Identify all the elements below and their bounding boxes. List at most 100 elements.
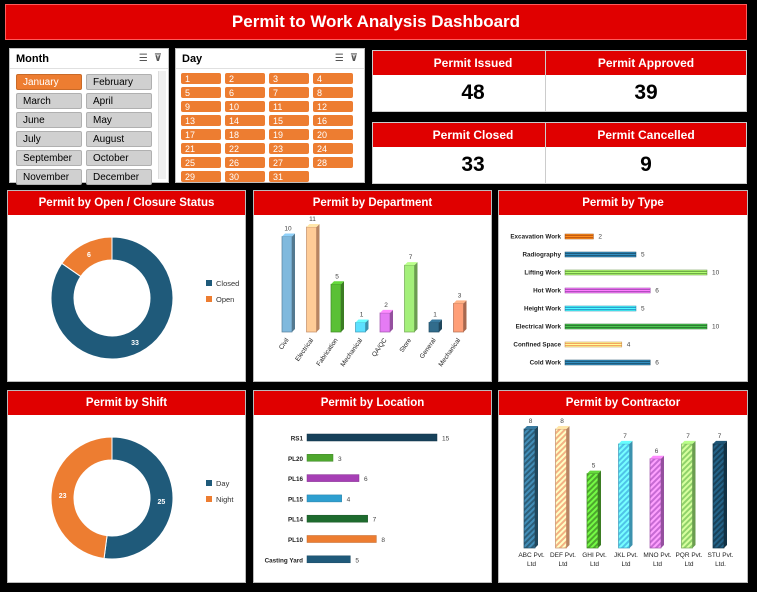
tick-label: Lifting Work	[524, 270, 561, 277]
data-label: 33	[131, 340, 139, 347]
day-option[interactable]: 19	[269, 129, 309, 140]
day-option[interactable]: 15	[269, 115, 309, 126]
bar-top	[650, 455, 664, 459]
bar	[564, 251, 637, 258]
data-label: 23	[59, 493, 67, 500]
data-label: 6	[364, 476, 368, 483]
tick-label: QA/QC	[371, 337, 389, 358]
month-option[interactable]: May	[86, 112, 152, 128]
day-option[interactable]: 21	[181, 143, 221, 154]
month-option[interactable]: March	[16, 93, 82, 109]
legend-swatch	[206, 280, 212, 286]
bar	[306, 433, 438, 442]
day-option[interactable]: 26	[225, 157, 265, 168]
day-option[interactable]: 10	[225, 101, 265, 112]
multi-select-icon[interactable]: ☰	[138, 53, 148, 64]
day-option[interactable]: 20	[313, 129, 353, 140]
data-label: 10	[284, 226, 292, 233]
multi-select-icon[interactable]: ☰	[334, 53, 344, 64]
month-option[interactable]: October	[86, 150, 152, 166]
data-label: 11	[309, 216, 316, 223]
clear-filter-icon[interactable]: ⊽	[153, 53, 162, 64]
data-label: 7	[718, 433, 722, 440]
day-option[interactable]: 3	[269, 73, 309, 84]
day-option[interactable]: 29	[181, 171, 221, 182]
month-option[interactable]: January	[16, 74, 82, 90]
legend-label: Closed	[216, 279, 239, 288]
day-option[interactable]: 28	[313, 157, 353, 168]
month-slicer-scrollbar[interactable]	[158, 71, 166, 179]
bar	[306, 555, 351, 564]
data-label: 5	[641, 252, 645, 259]
bar	[564, 287, 651, 294]
month-option[interactable]: December	[86, 169, 152, 185]
bar-top	[681, 440, 696, 444]
day-option[interactable]: 5	[181, 87, 221, 98]
type-bar-chart: Excavation Work 2 Radiography 5 Lifting Work…	[510, 233, 720, 367]
status-donut-chart: 33 6 Closed Open	[50, 236, 239, 360]
day-option[interactable]: 16	[313, 115, 353, 126]
data-label: 10	[712, 270, 720, 277]
tick-label: JKL Pvt.	[614, 552, 638, 559]
day-option[interactable]: 7	[269, 87, 309, 98]
day-option[interactable]: 13	[181, 115, 221, 126]
shift-panel-title: Permit by Shift	[8, 391, 245, 415]
month-option[interactable]: April	[86, 93, 152, 109]
month-slicer[interactable]: Month ☰ ⊽ January February March April June M…	[9, 48, 169, 185]
bar	[379, 312, 391, 333]
bar	[404, 264, 415, 333]
day-slicer[interactable]: Day ☰ ⊽ 1 2 3 4 5 6 7 8 9 10 11 12 13 14 15 16 17 18 19 20 2…	[175, 48, 365, 183]
kpi-permit-closed: Permit Closed 33	[372, 122, 574, 184]
day-option[interactable]: 12	[313, 101, 353, 112]
department-bar-chart: 10 Civil 11 Electrical 5 Fabrication 1 Mechanic…	[278, 216, 467, 368]
day-option[interactable]: 31	[269, 171, 309, 182]
bar	[306, 514, 368, 523]
type-panel-title: Permit by Type	[499, 191, 747, 215]
clear-filter-icon[interactable]: ⊽	[349, 53, 358, 64]
data-label: 10	[712, 324, 720, 331]
bar	[355, 322, 366, 333]
day-option[interactable]: 2	[225, 73, 265, 84]
tick-label: Store	[398, 337, 413, 354]
bar	[564, 233, 594, 240]
status-panel-title: Permit by Open / Closure Status	[8, 191, 245, 215]
day-option[interactable]: 14	[225, 115, 265, 126]
bar-top	[587, 470, 601, 474]
bar-side	[390, 309, 393, 332]
day-option[interactable]: 27	[269, 157, 309, 168]
month-option[interactable]: November	[16, 169, 82, 185]
day-option[interactable]: 9	[181, 101, 221, 112]
bar-side	[439, 319, 442, 332]
day-option[interactable]: 25	[181, 157, 221, 168]
kpi-label: Permit Closed	[373, 123, 573, 147]
bar-side	[341, 281, 344, 332]
kpi-value: 48	[461, 81, 485, 104]
kpi-permit-approved: Permit Approved 39	[545, 50, 747, 112]
data-label: 6	[655, 288, 659, 295]
day-option[interactable]: 8	[313, 87, 353, 98]
tick-label: Confined Space	[513, 342, 561, 349]
bar	[306, 535, 377, 543]
legend-swatch	[206, 480, 212, 486]
day-option[interactable]: 18	[225, 129, 265, 140]
day-option[interactable]: 22	[225, 143, 265, 154]
bar-top	[331, 281, 344, 285]
day-option[interactable]: 4	[313, 73, 353, 84]
bar-top	[713, 440, 727, 444]
month-option[interactable]: February	[86, 74, 152, 90]
day-option[interactable]: 23	[269, 143, 309, 154]
bar-top	[429, 319, 442, 323]
month-option[interactable]: July	[16, 131, 82, 147]
month-option[interactable]: June	[16, 112, 82, 128]
day-option[interactable]: 30	[225, 171, 265, 182]
day-option[interactable]: 11	[269, 101, 309, 112]
bar-side	[365, 319, 369, 332]
day-option[interactable]: 6	[225, 87, 265, 98]
day-option[interactable]: 24	[313, 143, 353, 154]
day-option[interactable]: 1	[181, 73, 221, 84]
data-label: 3	[458, 292, 462, 299]
month-option[interactable]: September	[16, 150, 82, 166]
month-option[interactable]: August	[86, 131, 152, 147]
day-slicer-label: Day	[182, 52, 203, 65]
day-option[interactable]: 17	[181, 129, 221, 140]
